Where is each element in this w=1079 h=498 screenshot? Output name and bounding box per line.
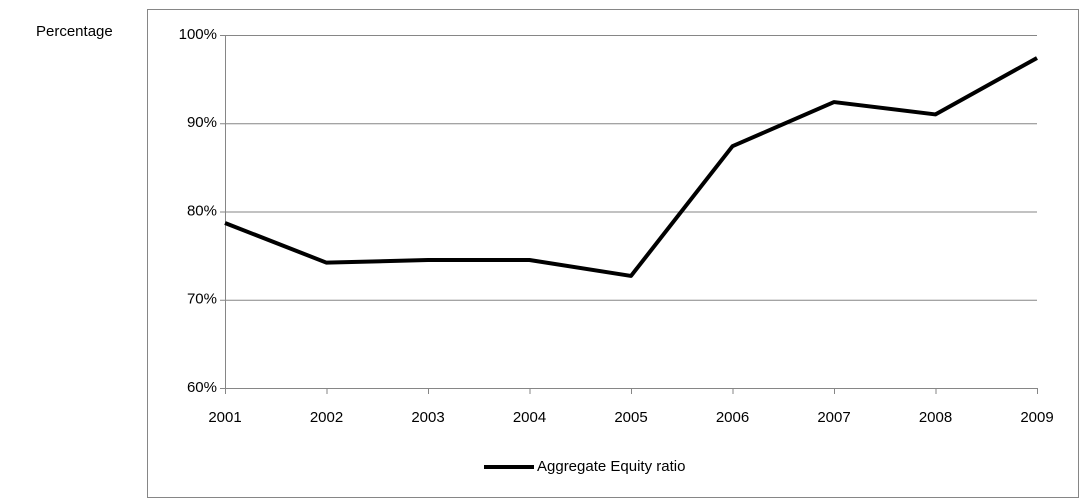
data-line xyxy=(224,56,1038,278)
y-axis-label: Percentage xyxy=(36,23,113,40)
y-tick-label: 80% xyxy=(187,202,217,219)
x-tick-label: 2002 xyxy=(310,409,343,426)
x-tick-label: 2009 xyxy=(1020,409,1053,426)
x-tick-label: 2007 xyxy=(817,409,850,426)
y-tick-label: 70% xyxy=(187,291,217,308)
x-tick-label: 2008 xyxy=(919,409,952,426)
y-tick-label: 90% xyxy=(187,114,217,131)
x-tick-label: 2005 xyxy=(614,409,647,426)
x-tick-label: 2003 xyxy=(411,409,444,426)
x-tick-label: 2004 xyxy=(513,409,546,426)
x-tick-label: 2001 xyxy=(208,409,241,426)
legend-label: Aggregate Equity ratio xyxy=(537,458,685,475)
x-tick-label: 2006 xyxy=(716,409,749,426)
y-tick-label: 60% xyxy=(187,379,217,396)
y-tick-label: 100% xyxy=(179,26,217,43)
